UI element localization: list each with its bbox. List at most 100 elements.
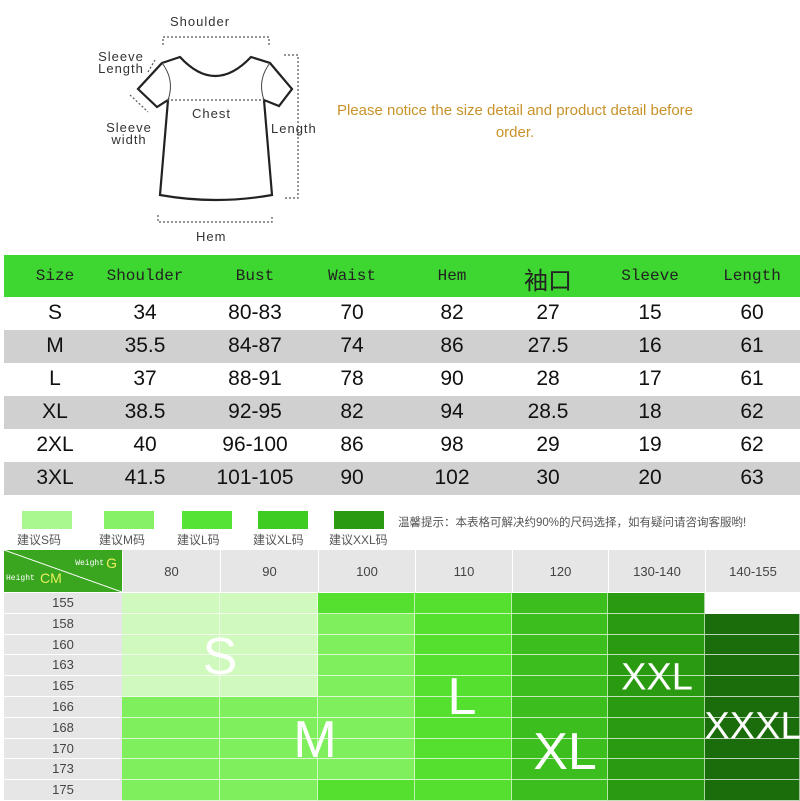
table-cell: 3XL: [36, 466, 74, 489]
chest-label: Chest: [192, 106, 231, 121]
size-cell: [512, 613, 608, 635]
size-cell: [608, 738, 705, 760]
table-cell: 35.5: [124, 334, 166, 357]
table-cell: 88-91: [228, 367, 282, 390]
size-zone-label: XXL: [621, 656, 693, 699]
table-cell: 30: [536, 466, 560, 489]
size-cell: [512, 759, 608, 781]
size-cell: [318, 759, 415, 781]
tip-text: 温馨提示：本表格可解决约90%的尺码选择，如有疑问请咨询客服哟!: [398, 517, 747, 529]
hem-label: Hem: [196, 229, 227, 244]
weight-header: 120: [512, 550, 608, 592]
legend-swatch: [334, 511, 384, 529]
column-header: Bust: [235, 267, 275, 285]
height-label: 173: [4, 759, 122, 781]
size-cell: [608, 676, 705, 697]
size-cell: [415, 593, 512, 614]
size-cell: [415, 613, 512, 635]
size-cell: [608, 593, 705, 614]
sleeve-width-label: Sleeve width: [106, 120, 152, 147]
size-cell: [512, 655, 608, 677]
size-zone-label: S: [202, 628, 238, 686]
tshirt-diagram: [129, 36, 299, 223]
table-cell: 102: [434, 466, 470, 489]
size-cell: [415, 780, 512, 801]
size-cell: [512, 717, 608, 739]
size-cell: [122, 697, 220, 718]
column-header: Hem: [437, 267, 467, 285]
table-row: M 35.5 84-87 74 86 27.5 16 61: [4, 330, 800, 363]
table-cell: 62: [740, 433, 764, 456]
size-cell: [220, 613, 318, 635]
legend-swatch: [182, 511, 232, 529]
size-cell: [512, 593, 608, 614]
size-cell: [318, 634, 415, 656]
table-cell: 94: [440, 400, 464, 423]
size-cell: [608, 655, 705, 677]
size-cell: [220, 738, 318, 760]
size-cell: [318, 676, 415, 697]
corner-cell: Weight G Height CM: [4, 550, 122, 592]
size-cell: [705, 759, 800, 781]
table-cell: 63: [740, 466, 764, 489]
size-cell: [415, 738, 512, 760]
table-cell: 86: [440, 334, 464, 357]
table-cell: 16: [638, 334, 662, 357]
table-cell: M: [46, 334, 64, 357]
size-cell: [415, 717, 512, 739]
legend-label: 建议L码: [177, 533, 220, 547]
size-cell: [512, 676, 608, 697]
table-cell: 70: [340, 301, 364, 324]
table-cell: 61: [740, 334, 764, 357]
table-cell: 34: [133, 301, 157, 324]
size-cell: [608, 697, 705, 718]
table-cell: 40: [133, 433, 157, 456]
size-cell: [122, 780, 220, 801]
column-header: Waist: [327, 267, 377, 285]
size-cell: [705, 593, 800, 614]
size-cell: [415, 697, 512, 718]
size-cell: [415, 655, 512, 677]
size-cell: [608, 717, 705, 739]
size-cell: [415, 634, 512, 656]
size-zone-label: M: [293, 711, 337, 769]
size-zone-label: XL: [533, 723, 597, 781]
table-cell: 62: [740, 400, 764, 423]
table-row: 2XL 40 96-100 86 98 29 19 62: [4, 429, 800, 462]
legend-label: 建议M码: [99, 533, 145, 547]
size-cell: [415, 676, 512, 697]
size-zone-label: L: [447, 668, 477, 726]
size-table-header: Size Shoulder Bust Waist Hem 袖口 Sleeve Length: [4, 255, 800, 297]
weight-header: 110: [415, 550, 512, 592]
table-cell: 29: [536, 433, 560, 456]
table-cell: 82: [440, 301, 464, 324]
size-cell: [122, 676, 220, 697]
size-cell: [512, 634, 608, 656]
legend-label: 建议XL码: [253, 533, 304, 547]
table-cell: 92-95: [228, 400, 282, 423]
table-cell: XL: [42, 400, 68, 423]
weight-header: 140-155: [705, 550, 800, 592]
table-cell: 27: [536, 301, 560, 324]
size-cell: [122, 593, 220, 614]
table-cell: L: [49, 367, 61, 390]
height-label: 175: [4, 780, 122, 801]
table-row: L 37 88-91 78 90 28 17 61: [4, 363, 800, 396]
size-cell: [512, 697, 608, 718]
legend-swatch: [104, 511, 154, 529]
size-cell: [318, 717, 415, 739]
legend-swatch: [22, 511, 72, 529]
size-cell: [220, 697, 318, 718]
size-cell: [220, 676, 318, 697]
table-row: S 34 80-83 70 82 27 15 60: [4, 297, 800, 330]
size-cell: [512, 780, 608, 801]
size-cell: [220, 655, 318, 677]
table-cell: 15: [638, 301, 662, 324]
size-cell: [608, 780, 705, 801]
table-cell: 17: [638, 367, 662, 390]
size-cell: [318, 697, 415, 718]
column-header: Length: [723, 267, 781, 285]
size-cell: [122, 655, 220, 677]
table-cell: 37: [133, 367, 157, 390]
table-cell: 90: [440, 367, 464, 390]
